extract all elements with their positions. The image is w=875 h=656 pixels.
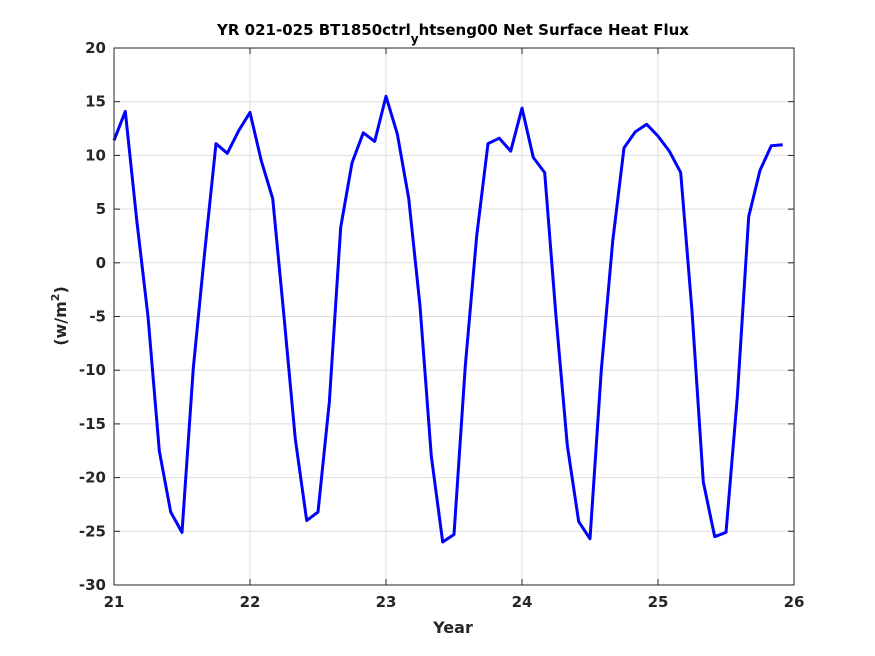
y-tick-label: -25 — [79, 522, 106, 540]
chart-title-rest: htseng00 Net Surface Heat Flux — [419, 21, 690, 39]
y-axis-title-superscript: 2 — [49, 294, 62, 302]
chart-title-subscript: y — [411, 32, 419, 46]
y-tick-label: -5 — [89, 308, 106, 326]
x-tick-labels: 21 22 23 24 25 26 — [104, 593, 805, 611]
y-axis-title-suffix: ) — [51, 286, 70, 293]
y-tick-label: 20 — [85, 39, 106, 57]
series-line — [112, 94, 783, 544]
x-tick-label: 25 — [648, 593, 669, 611]
y-tick-labels: 20 15 10 5 0 -5 -10 -15 -20 -25 -30 — [79, 39, 106, 594]
x-tick-label: 23 — [376, 593, 397, 611]
x-tick-label: 26 — [784, 593, 805, 611]
x-tick-label: 22 — [240, 593, 261, 611]
x-tick-label: 21 — [104, 593, 125, 611]
y-tick-label: 15 — [85, 93, 106, 111]
y-tick-label: 0 — [96, 254, 106, 272]
y-tick-label: -30 — [79, 576, 106, 594]
chart-title-main: YR 021-025 BT1850ctrl — [216, 21, 411, 39]
x-tick-label: 24 — [512, 593, 533, 611]
y-axis-title-prefix: (w/m — [51, 301, 70, 346]
chart-title: YR 021-025 BT1850ctrlyhtseng00 Net Surfa… — [216, 21, 689, 46]
y-tick-label: 5 — [96, 200, 106, 218]
y-tick-label: 10 — [85, 146, 106, 164]
x-axis-title: Year — [432, 618, 473, 637]
y-tick-label: -10 — [79, 361, 106, 379]
y-axis-title: (w/m2) — [49, 286, 70, 346]
tick-marks — [113, 47, 795, 586]
y-tick-label: -15 — [79, 415, 106, 433]
y-tick-label: -20 — [79, 469, 106, 487]
